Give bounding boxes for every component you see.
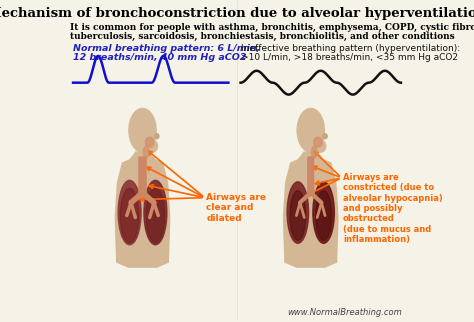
Ellipse shape xyxy=(144,180,167,245)
Ellipse shape xyxy=(143,146,149,158)
Ellipse shape xyxy=(311,146,317,158)
Ellipse shape xyxy=(147,140,157,152)
Text: It is common for people with asthma, bronchitis, emphysema, COPD, cystic fibrosi: It is common for people with asthma, bro… xyxy=(70,23,474,32)
Text: www.NormalBreathing.com: www.NormalBreathing.com xyxy=(288,308,402,317)
Ellipse shape xyxy=(323,134,327,139)
Ellipse shape xyxy=(129,109,156,152)
Polygon shape xyxy=(115,153,170,267)
FancyBboxPatch shape xyxy=(139,157,146,194)
Ellipse shape xyxy=(290,191,306,240)
Polygon shape xyxy=(136,152,153,164)
Ellipse shape xyxy=(155,134,159,139)
Ellipse shape xyxy=(316,191,331,240)
Text: >10 L/min, >18 breaths/min, <35 mm Hg aCO2: >10 L/min, >18 breaths/min, <35 mm Hg aC… xyxy=(241,53,457,62)
Text: Mechanism of bronchoconstriction due to alveolar hyperventilation: Mechanism of bronchoconstriction due to … xyxy=(0,7,474,20)
FancyBboxPatch shape xyxy=(308,157,314,194)
Text: Airways are
constricted (due to
alveolar hypocapnia)
and possibly
obstructed
(du: Airways are constricted (due to alveolar… xyxy=(343,173,443,244)
Ellipse shape xyxy=(313,182,334,243)
Ellipse shape xyxy=(118,180,141,245)
Ellipse shape xyxy=(120,188,139,243)
Text: 12 breaths/min, 40 mm Hg aCO2: 12 breaths/min, 40 mm Hg aCO2 xyxy=(73,53,246,62)
Ellipse shape xyxy=(316,140,326,152)
Ellipse shape xyxy=(297,109,324,152)
Ellipse shape xyxy=(146,188,164,243)
Text: Airways are
clear and
dilated: Airways are clear and dilated xyxy=(206,193,266,223)
Text: Normal breathing pattern: 6 L/min,: Normal breathing pattern: 6 L/min, xyxy=(73,44,260,53)
Polygon shape xyxy=(303,152,321,164)
Text: Ineffective breathing pattern (hyperventilation):: Ineffective breathing pattern (hypervent… xyxy=(241,44,460,53)
Ellipse shape xyxy=(314,137,322,147)
Text: tuberculosis, sarcoidosis, bronchiestasis, bronchiolitis, and other conditions: tuberculosis, sarcoidosis, bronchiestasi… xyxy=(70,32,455,41)
Ellipse shape xyxy=(146,137,154,147)
Ellipse shape xyxy=(287,182,309,243)
Polygon shape xyxy=(283,153,338,267)
